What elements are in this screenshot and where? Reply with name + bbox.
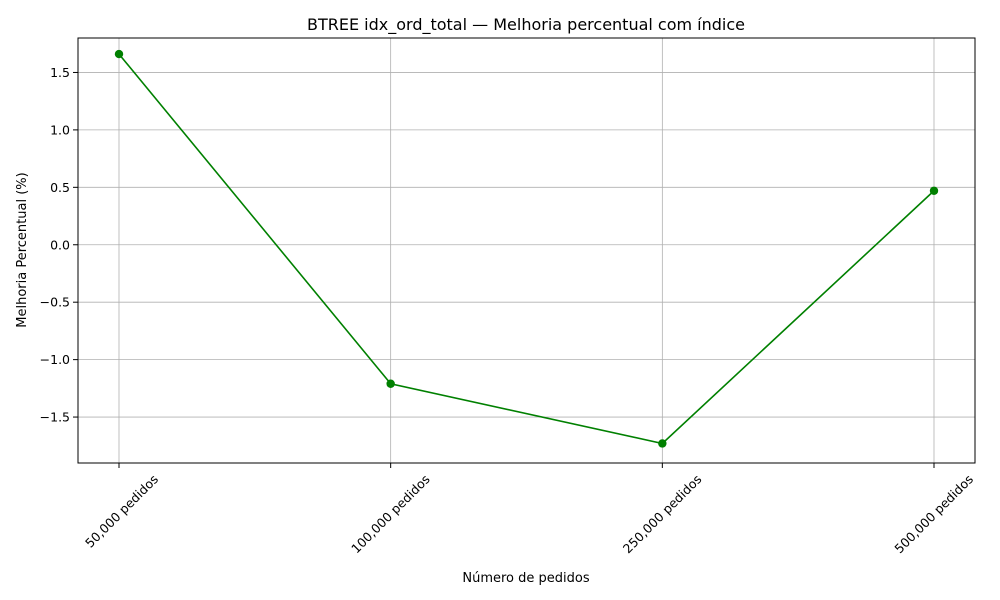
grid-lines (78, 38, 975, 463)
y-tick-label: 0.5 (50, 180, 70, 195)
data-point (114, 49, 124, 59)
data-series (114, 49, 939, 448)
data-point (929, 186, 939, 195)
x-axis-label: Número de pedidos (462, 571, 589, 586)
y-tick-label: 0.0 (50, 237, 70, 252)
chart-title: BTREE idx_ord_total — Melhoria percentua… (307, 15, 745, 35)
y-tick-label: 1.0 (50, 122, 70, 137)
y-axis-label: Melhoria Percentual (%) (15, 172, 30, 327)
y-tick-label: −1.0 (40, 352, 70, 367)
series-line (118, 53, 935, 445)
data-point (386, 379, 395, 388)
y-axis-ticks: −1.5 −1.0 −0.5 0.0 0.5 1.0 1.5 (40, 65, 78, 425)
data-point (658, 439, 667, 448)
y-tick-label: −0.5 (40, 295, 70, 310)
y-tick-label: 1.5 (50, 65, 70, 80)
y-tick-label: −1.5 (40, 410, 70, 425)
plot-frame (77, 37, 976, 464)
